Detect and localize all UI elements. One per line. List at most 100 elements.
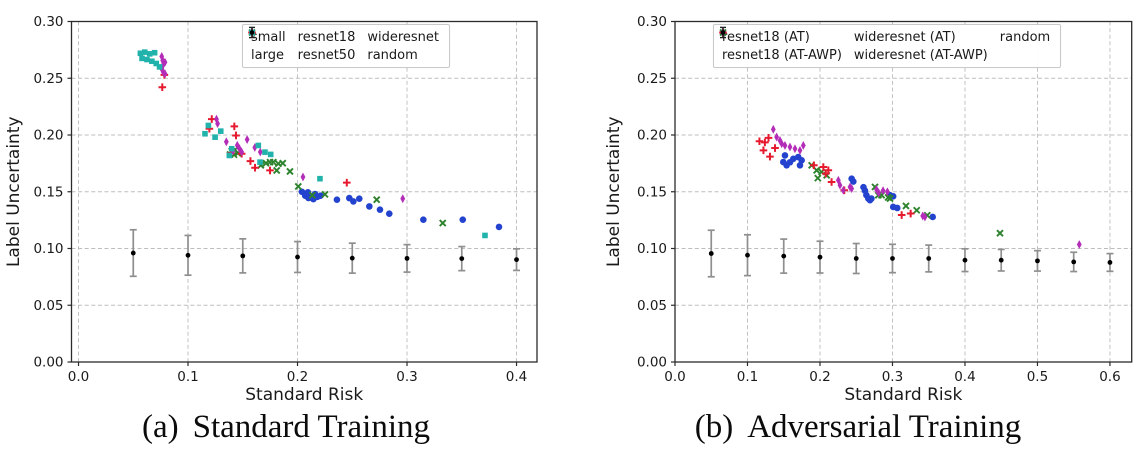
- data-point: [146, 51, 153, 57]
- data-point: [874, 185, 879, 194]
- data-point: [151, 49, 158, 56]
- data-point: [779, 139, 785, 149]
- y-tick-label: 0.05: [33, 298, 63, 314]
- x-tick-label: 0.4: [506, 369, 527, 385]
- caption-a-title: Standard Training: [192, 409, 431, 445]
- data-point: [902, 202, 910, 210]
- legend-column: wideresnet (AT) wideresnet (AT-AWP): [719, 28, 988, 63]
- legend-label: wideresnet: [367, 30, 440, 45]
- data-point: [205, 122, 212, 129]
- y-tick-label: 0.00: [33, 355, 63, 371]
- legend-column: resnet18 resnet50: [248, 28, 355, 63]
- y-axis-label: Label Uncertainty: [4, 116, 24, 267]
- data-point: [141, 49, 148, 55]
- data-point: [868, 195, 875, 202]
- legend-column: resnet18 (AT) resnet18 (AT-AWP): [719, 28, 842, 63]
- data-point: [996, 229, 1004, 237]
- legend-label: wideresnet (AT-AWP): [853, 48, 988, 63]
- data-point: [853, 256, 859, 261]
- data-point: [212, 134, 218, 140]
- data-point: [514, 257, 519, 263]
- data-point: [149, 58, 155, 65]
- data-point: [962, 257, 968, 263]
- series-resnet18-at-awp: [807, 161, 1004, 237]
- x-tick-label: 0.1: [177, 369, 198, 385]
- x-axis: 0.0 0.1 0.2 0.3 0.4 0.5 0.6: [664, 362, 1121, 385]
- data-point: [766, 152, 774, 161]
- errorbar-marker-icon: [249, 26, 255, 39]
- data-point: [1071, 259, 1077, 265]
- legend-label: wideresnet (AT): [853, 30, 956, 45]
- x-tick-label: 0.3: [882, 369, 903, 385]
- data-point: [239, 147, 245, 157]
- y-axis: 0.00 0.05 0.10 0.15 0.20 0.25 0.30: [637, 14, 675, 371]
- data-point: [761, 138, 769, 147]
- data-point: [814, 174, 822, 182]
- data-point: [459, 256, 465, 262]
- data-point: [366, 203, 373, 210]
- data-point: [160, 60, 166, 69]
- legend-adversarial-training: resnet18 (AT) resnet18 (AT-AWP) wideresnet…: [713, 24, 1062, 68]
- x-tick-label: 0.0: [664, 369, 685, 385]
- legend-label: small: [251, 30, 286, 45]
- data-point: [244, 135, 250, 144]
- data-point: [797, 146, 803, 155]
- data-point: [158, 83, 167, 92]
- series-resnet18: [158, 71, 351, 187]
- data-point: [162, 57, 168, 67]
- data-point: [800, 141, 806, 150]
- legend-item-random: random: [249, 26, 439, 63]
- data-point: [847, 182, 853, 192]
- data-point: [139, 55, 145, 62]
- data-point: [246, 157, 255, 165]
- data-point: [913, 206, 921, 214]
- legend-standard-training: small large resnet18 resnet50 wideresnet rand…: [242, 24, 451, 68]
- data-point: [770, 124, 776, 134]
- data-point: [798, 157, 805, 164]
- data-point: [897, 211, 906, 219]
- data-point: [906, 209, 915, 218]
- legend-label: random: [999, 30, 1051, 45]
- data-point: [782, 141, 788, 150]
- data-point: [137, 50, 144, 57]
- data-point: [185, 252, 191, 258]
- data-point: [420, 216, 427, 223]
- data-point: [237, 144, 242, 154]
- data-point: [495, 223, 503, 231]
- caption-a-label: (a): [141, 409, 179, 445]
- data-point: [321, 190, 329, 199]
- data-point: [162, 69, 168, 79]
- x-axis-label: Standard Risk: [245, 385, 363, 405]
- series-small: [298, 188, 503, 231]
- series-random: [129, 228, 521, 278]
- data-point: [160, 67, 166, 77]
- data-point: [774, 132, 780, 142]
- y-tick-label: 0.00: [637, 355, 667, 371]
- x-tick-label: 0.6: [1099, 369, 1120, 385]
- data-point: [781, 253, 787, 259]
- y-axis-label: Label Uncertainty: [604, 116, 624, 267]
- data-point: [266, 166, 274, 175]
- data-point: [482, 232, 488, 239]
- data-point: [755, 137, 764, 146]
- data-point: [1107, 260, 1113, 265]
- data-point: [269, 158, 277, 166]
- data-point: [294, 182, 302, 191]
- data-point: [295, 254, 300, 260]
- legend-item-wideresnet-at: wideresnet (AT): [719, 28, 988, 45]
- legend-item-large: large: [248, 28, 286, 63]
- panel-adversarial-training: 0.0 0.1 0.2 0.3 0.4 0.5 0.6 0.00 0.05 0.10 0.15 0.2…: [572, 0, 1144, 408]
- legend-label: large: [251, 48, 284, 63]
- gridlines: [674, 21, 1132, 363]
- data-point: [819, 163, 828, 171]
- caption-b-label: (b): [694, 409, 734, 445]
- data-point: [439, 219, 447, 227]
- errorbar-marker-icon: [720, 26, 726, 39]
- legend-label: random: [367, 48, 418, 63]
- legend-item-resnet18-at-awp: resnet18 (AT-AWP): [719, 28, 842, 63]
- series-large: [226, 146, 447, 227]
- chart-canvas-adversarial-training: 0.0 0.1 0.2 0.3 0.4 0.5 0.6 0.00 0.05 0.10 0.15 0.2…: [604, 14, 1133, 405]
- x-tick-label: 0.2: [287, 369, 308, 385]
- data-point: [817, 254, 823, 260]
